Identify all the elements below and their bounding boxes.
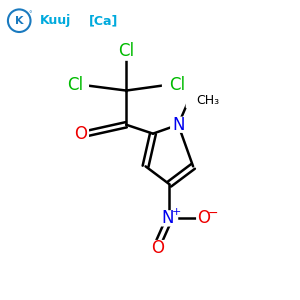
Text: K: K (15, 16, 23, 26)
Text: [Ca]: [Ca] (89, 14, 118, 27)
Text: O: O (197, 209, 210, 227)
Text: Cl: Cl (118, 42, 134, 60)
Text: °: ° (29, 12, 32, 18)
Text: O: O (74, 125, 87, 143)
FancyBboxPatch shape (160, 210, 178, 226)
FancyBboxPatch shape (59, 76, 89, 94)
FancyBboxPatch shape (186, 94, 206, 108)
Text: CH₃: CH₃ (196, 94, 219, 107)
FancyBboxPatch shape (162, 76, 192, 94)
FancyBboxPatch shape (196, 210, 214, 226)
FancyBboxPatch shape (170, 117, 186, 133)
FancyBboxPatch shape (111, 43, 141, 61)
FancyBboxPatch shape (148, 240, 166, 256)
FancyBboxPatch shape (71, 125, 89, 142)
Text: N: N (172, 116, 184, 134)
Text: +: + (172, 207, 182, 217)
Text: −: − (208, 206, 219, 220)
Text: Kuuj: Kuuj (40, 14, 71, 27)
Text: Cl: Cl (169, 76, 185, 94)
Text: O: O (151, 239, 164, 257)
Text: N: N (162, 209, 174, 227)
Text: Cl: Cl (67, 76, 83, 94)
